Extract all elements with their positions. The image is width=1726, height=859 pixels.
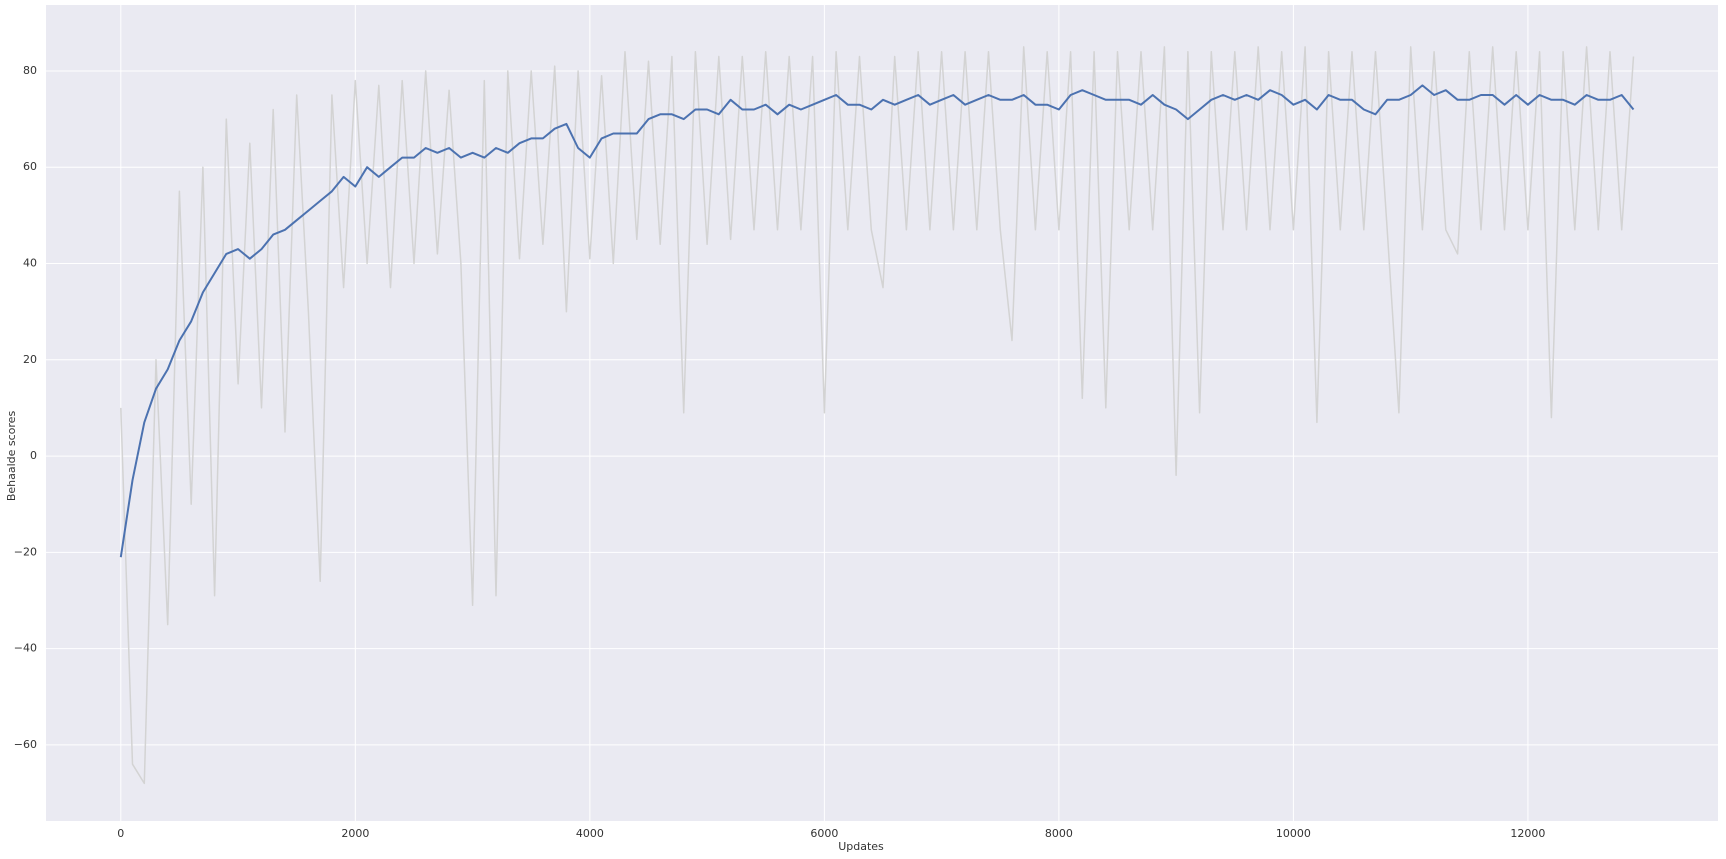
y-tick-label: 40 [23,257,37,270]
x-tick-label: 4000 [576,827,604,840]
y-axis-label: Behaalde scores [5,411,18,502]
y-tick-label: −20 [14,545,37,558]
series-line [120,46,1635,785]
y-tick-label: 60 [23,160,37,173]
y-tick-label: 80 [23,64,37,77]
x-tick-label: 0 [117,827,124,840]
x-tick-label: 12000 [1510,827,1545,840]
y-tick-label: −40 [14,642,37,655]
x-tick-label: 10000 [1276,827,1311,840]
y-tick-label: −60 [14,738,37,751]
plot-area [46,5,1718,821]
series-line [119,84,1635,558]
y-tick-label: 20 [23,353,37,366]
x-axis-label: Updates [838,840,884,853]
y-tick-label: 0 [30,449,37,462]
x-tick-label: 2000 [341,827,369,840]
x-tick-label: 6000 [810,827,838,840]
x-tick-label: 8000 [1045,827,1073,840]
